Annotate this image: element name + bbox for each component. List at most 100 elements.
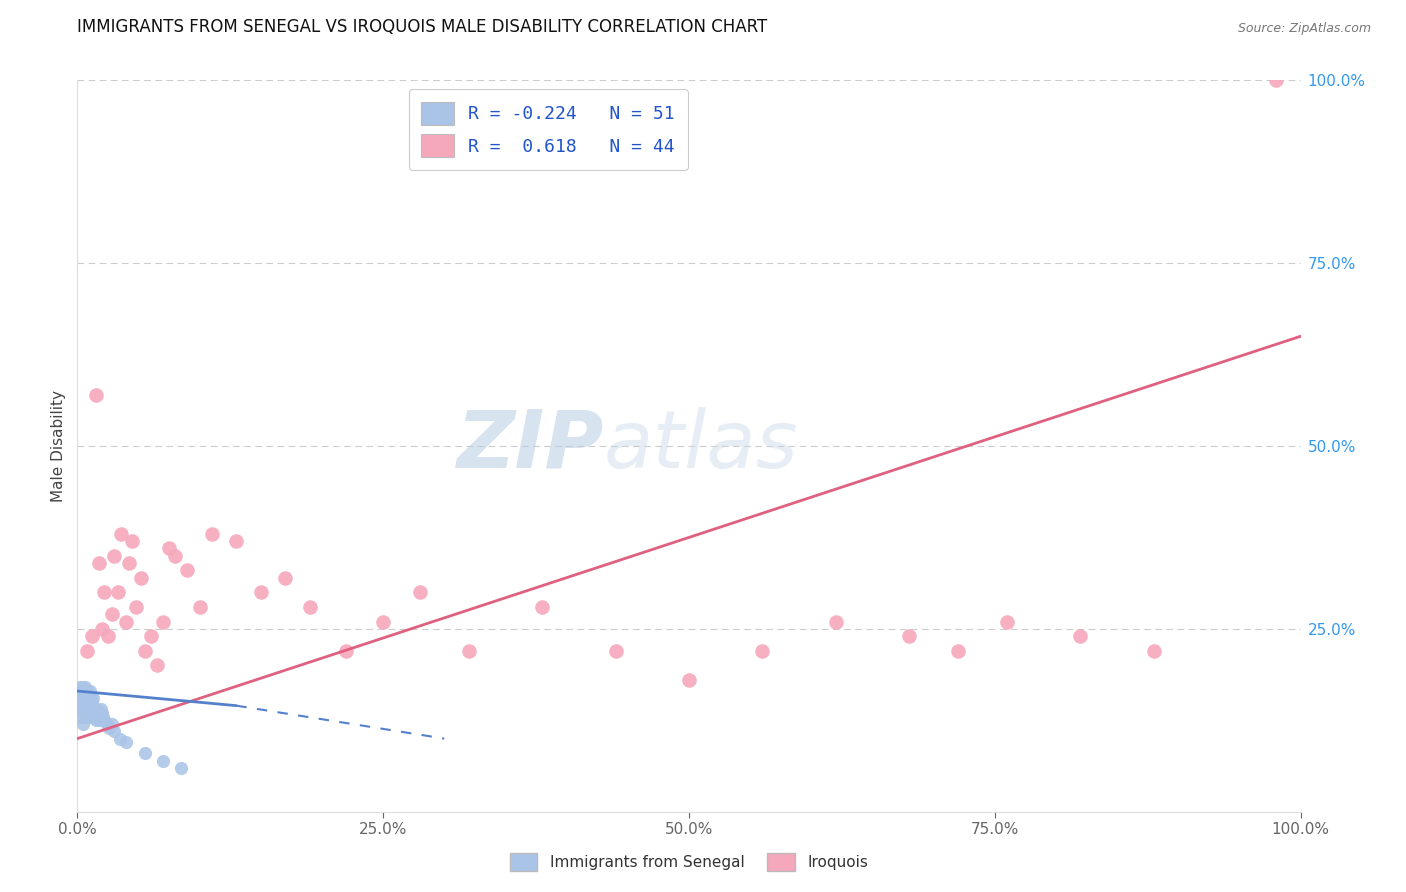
Point bbox=[371, 615, 394, 629]
Point bbox=[69, 702, 91, 716]
Point bbox=[146, 658, 169, 673]
Point bbox=[77, 688, 100, 702]
Point bbox=[80, 629, 103, 643]
Point bbox=[457, 644, 479, 658]
Point bbox=[100, 717, 122, 731]
Point bbox=[134, 746, 156, 760]
Point bbox=[79, 709, 101, 723]
Point bbox=[69, 688, 91, 702]
Point bbox=[70, 702, 93, 716]
Point bbox=[1069, 629, 1091, 643]
Text: ZIP: ZIP bbox=[456, 407, 603, 485]
Point bbox=[90, 622, 112, 636]
Point bbox=[70, 688, 93, 702]
Point bbox=[110, 526, 132, 541]
Point bbox=[129, 571, 152, 585]
Point bbox=[531, 599, 554, 614]
Point bbox=[98, 721, 121, 735]
Point bbox=[121, 534, 143, 549]
Point bbox=[84, 714, 107, 728]
Point bbox=[97, 629, 120, 643]
Point bbox=[72, 702, 94, 716]
Point bbox=[86, 706, 108, 720]
Text: Source: ZipAtlas.com: Source: ZipAtlas.com bbox=[1237, 22, 1371, 36]
Point bbox=[188, 599, 211, 614]
Point bbox=[118, 556, 141, 570]
Point bbox=[139, 629, 162, 643]
Point bbox=[995, 615, 1018, 629]
Point bbox=[115, 615, 138, 629]
Point bbox=[79, 695, 101, 709]
Point bbox=[93, 714, 115, 728]
Point bbox=[108, 731, 131, 746]
Text: IMMIGRANTS FROM SENEGAL VS IROQUOIS MALE DISABILITY CORRELATION CHART: IMMIGRANTS FROM SENEGAL VS IROQUOIS MALE… bbox=[77, 18, 768, 36]
Point bbox=[72, 688, 94, 702]
Point bbox=[103, 549, 125, 563]
Point bbox=[152, 754, 174, 768]
Point bbox=[165, 549, 187, 563]
Point bbox=[409, 585, 432, 599]
Point bbox=[605, 644, 627, 658]
Legend: Immigrants from Senegal, Iroquois: Immigrants from Senegal, Iroquois bbox=[503, 847, 875, 877]
Point bbox=[73, 709, 96, 723]
Point bbox=[76, 644, 98, 658]
Point bbox=[77, 702, 100, 716]
Point bbox=[69, 681, 91, 695]
Point bbox=[96, 717, 118, 731]
Point bbox=[93, 585, 115, 599]
Point bbox=[75, 702, 97, 716]
Point bbox=[72, 717, 94, 731]
Point bbox=[1143, 644, 1166, 658]
Point bbox=[90, 702, 112, 716]
Point bbox=[103, 724, 125, 739]
Point bbox=[134, 644, 156, 658]
Point bbox=[75, 688, 97, 702]
Point bbox=[80, 702, 103, 716]
Point bbox=[90, 706, 112, 720]
Point bbox=[70, 709, 93, 723]
Point bbox=[87, 709, 110, 723]
Point bbox=[83, 709, 105, 723]
Point bbox=[76, 695, 98, 709]
Point bbox=[170, 761, 193, 775]
Point bbox=[76, 709, 98, 723]
Point bbox=[79, 684, 101, 698]
Point bbox=[67, 691, 90, 706]
Point bbox=[82, 702, 104, 716]
Point bbox=[298, 599, 321, 614]
Point bbox=[152, 615, 174, 629]
Point bbox=[84, 388, 107, 402]
Point bbox=[1265, 73, 1288, 87]
Text: atlas: atlas bbox=[603, 407, 799, 485]
Point bbox=[898, 629, 921, 643]
Point bbox=[274, 571, 297, 585]
Point bbox=[201, 526, 224, 541]
Point bbox=[946, 644, 969, 658]
Point bbox=[70, 695, 93, 709]
Point bbox=[250, 585, 273, 599]
Point bbox=[70, 691, 93, 706]
Point bbox=[84, 702, 107, 716]
Point bbox=[100, 607, 122, 622]
Point bbox=[80, 709, 103, 723]
Point bbox=[89, 556, 111, 570]
Point bbox=[91, 709, 114, 723]
Point bbox=[125, 599, 148, 614]
Point bbox=[70, 681, 93, 695]
Point bbox=[80, 691, 103, 706]
Point bbox=[76, 684, 98, 698]
Point bbox=[73, 691, 96, 706]
Point bbox=[225, 534, 247, 549]
Point bbox=[335, 644, 357, 658]
Point bbox=[751, 644, 773, 658]
Point bbox=[115, 735, 138, 749]
Point bbox=[73, 681, 96, 695]
Point bbox=[82, 691, 104, 706]
Point bbox=[157, 541, 180, 556]
Y-axis label: Male Disability: Male Disability bbox=[51, 390, 66, 502]
Point bbox=[107, 585, 129, 599]
Point bbox=[824, 615, 846, 629]
Point bbox=[80, 695, 103, 709]
Point bbox=[678, 673, 700, 687]
Point bbox=[89, 714, 111, 728]
